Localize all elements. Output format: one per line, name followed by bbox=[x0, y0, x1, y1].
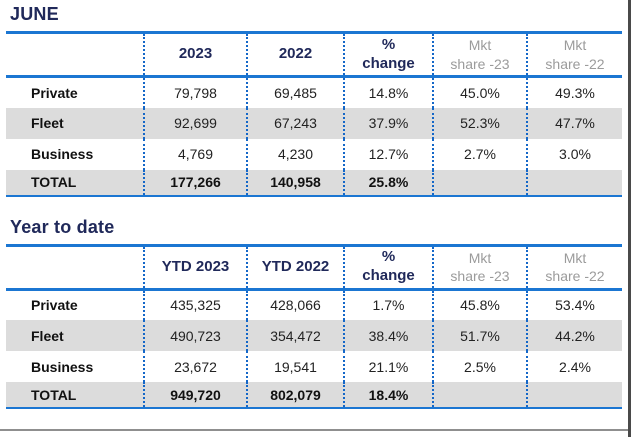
ytd-header-mkt23-line1: Mkt bbox=[468, 249, 492, 266]
cell-ytd-2022: 802,079 bbox=[246, 382, 344, 409]
cell-pct-change: 38.4% bbox=[343, 320, 433, 351]
bottom-divider bbox=[0, 429, 628, 431]
row-label: Fleet bbox=[6, 320, 144, 351]
cell-2023: 79,798 bbox=[143, 76, 247, 108]
table-row-business: Business 4,769 4,230 12.7% 2.7% 3.0% bbox=[6, 138, 622, 170]
cell-ytd-2022: 354,472 bbox=[246, 320, 344, 351]
cell-ytd-2022: 19,541 bbox=[246, 351, 344, 382]
cell-mkt-share-23 bbox=[432, 382, 527, 409]
cell-2023: 177,266 bbox=[143, 169, 247, 197]
cell-pct-change: 21.1% bbox=[343, 351, 433, 382]
june-header-mkt-share-23: Mkt share -23 bbox=[432, 31, 527, 78]
row-label: Business bbox=[31, 146, 94, 162]
ytd-registrations-table: YTD 2023 YTD 2022 % change Mkt share -23… bbox=[6, 243, 622, 409]
june-header-row: 2023 2022 % change Mkt share -23 Mkt sha… bbox=[6, 31, 622, 78]
cell-mkt-share-22: 3.0% bbox=[526, 138, 622, 170]
june-header-pct-line2: change bbox=[362, 54, 415, 72]
ytd-header-mkt22-line2: share -22 bbox=[545, 268, 605, 284]
row-label: Private bbox=[31, 297, 78, 314]
cell-2022: 67,243 bbox=[246, 107, 344, 139]
ytd-header-pct-change: % change bbox=[343, 243, 433, 291]
cell-pct-change: 25.8% bbox=[343, 169, 433, 197]
row-label: Private bbox=[31, 84, 78, 101]
cell-2022: 4,230 bbox=[246, 138, 344, 170]
table-row-private: Private 79,798 69,485 14.8% 45.0% 49.3% bbox=[6, 76, 622, 108]
june-header-2023: 2023 bbox=[143, 31, 247, 78]
june-registrations-table: 2023 2022 % change Mkt share -23 Mkt sha… bbox=[6, 31, 622, 197]
ytd-header-2023: YTD 2023 bbox=[143, 243, 247, 291]
cell-pct-change: 12.7% bbox=[343, 138, 433, 170]
cell-mkt-share-22: 49.3% bbox=[526, 76, 622, 108]
cell-2023: 92,699 bbox=[143, 107, 247, 139]
cell-pct-change: 14.8% bbox=[343, 76, 433, 108]
cell-mkt-share-23: 2.5% bbox=[432, 351, 527, 382]
june-header-2022: 2022 bbox=[246, 31, 344, 78]
row-label: TOTAL bbox=[6, 169, 144, 197]
cell-pct-change: 18.4% bbox=[343, 382, 433, 409]
june-header-2022-label: 2022 bbox=[278, 45, 313, 63]
cell-2023: 4,769 bbox=[143, 138, 247, 170]
cell-mkt-share-23 bbox=[432, 169, 527, 197]
row-label: Business bbox=[31, 358, 94, 375]
june-header-mkt22-line1: Mkt bbox=[563, 37, 587, 54]
june-header-empty bbox=[6, 31, 144, 78]
cell-mkt-share-22: 44.2% bbox=[526, 320, 622, 351]
june-header-mkt22-line2: share -22 bbox=[545, 55, 605, 72]
ytd-header-mkt-share-23: Mkt share -23 bbox=[432, 243, 527, 291]
ytd-header-row: YTD 2023 YTD 2022 % change Mkt share -23… bbox=[6, 243, 622, 291]
cell-2022: 69,485 bbox=[246, 76, 344, 108]
june-header-pct-change: % change bbox=[343, 31, 433, 78]
table-row-total-ytd: TOTAL 949,720 802,079 18.4% bbox=[6, 382, 622, 409]
ytd-header-pct-line2: change bbox=[362, 267, 415, 284]
cell-ytd-2022: 428,066 bbox=[246, 289, 344, 320]
cell-mkt-share-23: 52.3% bbox=[432, 107, 527, 139]
ytd-header-2022: YTD 2022 bbox=[246, 243, 344, 291]
june-header-pct-line1: % bbox=[381, 35, 396, 53]
ytd-header-2022-label: YTD 2022 bbox=[261, 257, 330, 275]
ytd-section-title: Year to date bbox=[10, 216, 115, 237]
table-row-total: TOTAL 177,266 140,958 25.8% bbox=[6, 169, 622, 197]
june-section-title: JUNE bbox=[10, 4, 59, 24]
table-row-private-ytd: Private 435,325 428,066 1.7% 45.8% 53.4% bbox=[6, 289, 622, 320]
june-header-mkt-share-22: Mkt share -22 bbox=[526, 31, 622, 78]
ytd-header-mkt22-line1: Mkt bbox=[563, 249, 587, 266]
cell-ytd-2023: 490,723 bbox=[143, 320, 247, 351]
cell-pct-change: 1.7% bbox=[343, 289, 433, 320]
cell-ytd-2023: 435,325 bbox=[143, 289, 247, 320]
cell-mkt-share-22 bbox=[526, 382, 622, 409]
table-row-fleet: Fleet 92,699 67,243 37.9% 52.3% 47.7% bbox=[6, 107, 622, 139]
ytd-header-2023-label: YTD 2023 bbox=[161, 257, 230, 275]
ytd-header-empty bbox=[6, 243, 144, 291]
cell-mkt-share-23: 45.8% bbox=[432, 289, 527, 320]
june-header-2023-label: 2023 bbox=[178, 45, 213, 63]
ytd-header-mkt23-line2: share -23 bbox=[450, 268, 510, 284]
cell-pct-change: 37.9% bbox=[343, 107, 433, 139]
june-header-mkt23-line1: Mkt bbox=[468, 37, 492, 54]
cell-2022: 140,958 bbox=[246, 169, 344, 197]
table-row-business-ytd: Business 23,672 19,541 21.1% 2.5% 2.4% bbox=[6, 351, 622, 382]
cell-mkt-share-23: 45.0% bbox=[432, 76, 527, 108]
june-header-mkt23-line2: share -23 bbox=[450, 55, 510, 72]
cell-mkt-share-23: 51.7% bbox=[432, 320, 527, 351]
row-label: TOTAL bbox=[6, 382, 144, 409]
cell-ytd-2023: 949,720 bbox=[143, 382, 247, 409]
row-label: Fleet bbox=[6, 107, 144, 139]
cell-mkt-share-22: 53.4% bbox=[526, 289, 622, 320]
ytd-header-mkt-share-22: Mkt share -22 bbox=[526, 243, 622, 291]
cell-mkt-share-22 bbox=[526, 169, 622, 197]
cell-mkt-share-22: 47.7% bbox=[526, 107, 622, 139]
ytd-header-pct-line1: % bbox=[381, 248, 396, 266]
page-right-edge bbox=[628, 0, 631, 437]
cell-ytd-2023: 23,672 bbox=[143, 351, 247, 382]
cell-mkt-share-23: 2.7% bbox=[432, 138, 527, 170]
cell-mkt-share-22: 2.4% bbox=[526, 351, 622, 382]
table-row-fleet-ytd: Fleet 490,723 354,472 38.4% 51.7% 44.2% bbox=[6, 320, 622, 351]
